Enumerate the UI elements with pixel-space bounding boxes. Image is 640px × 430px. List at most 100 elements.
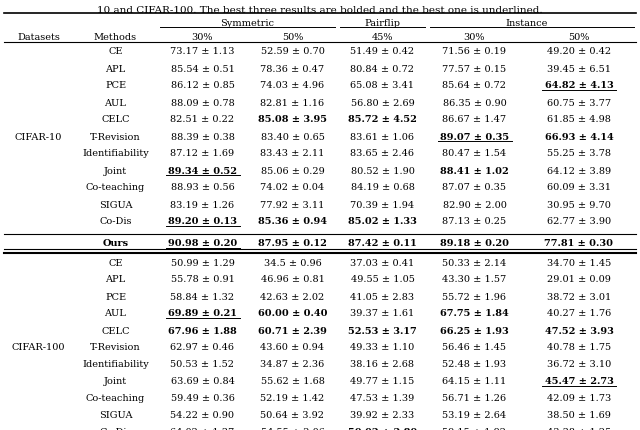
Text: CIFAR-100: CIFAR-100 [12,343,65,352]
Text: 34.87 ± 2.36: 34.87 ± 2.36 [260,359,324,369]
Text: 77.57 ± 0.15: 77.57 ± 0.15 [442,64,507,74]
Text: 51.49 ± 0.42: 51.49 ± 0.42 [351,47,415,56]
Text: 82.81 ± 1.16: 82.81 ± 1.16 [260,98,324,107]
Text: 84.19 ± 0.68: 84.19 ± 0.68 [351,183,415,192]
Text: 50.99 ± 1.29: 50.99 ± 1.29 [171,258,234,267]
Text: 59.15 ± 1.92: 59.15 ± 1.92 [442,427,506,430]
Text: 61.85 ± 4.98: 61.85 ± 4.98 [547,115,611,124]
Text: 87.07 ± 0.35: 87.07 ± 0.35 [442,183,506,192]
Text: Instance: Instance [506,18,548,28]
Text: APL: APL [106,64,125,74]
Text: 64.02 ± 1.37: 64.02 ± 1.37 [170,427,235,430]
Text: 37.03 ± 0.41: 37.03 ± 0.41 [350,258,415,267]
Text: 85.08 ± 3.95: 85.08 ± 3.95 [258,115,327,124]
Text: 83.40 ± 0.65: 83.40 ± 0.65 [260,132,324,141]
Text: 60.09 ± 3.31: 60.09 ± 3.31 [547,183,611,192]
Text: 67.96 ± 1.88: 67.96 ± 1.88 [168,326,237,335]
Text: 49.33 ± 1.10: 49.33 ± 1.10 [350,343,415,352]
Text: 52.53 ± 3.17: 52.53 ± 3.17 [348,326,417,335]
Text: 78.36 ± 0.47: 78.36 ± 0.47 [260,64,324,74]
Text: 80.47 ± 1.54: 80.47 ± 1.54 [442,149,507,158]
Text: 82.90 ± 2.00: 82.90 ± 2.00 [443,200,506,209]
Text: 73.17 ± 1.13: 73.17 ± 1.13 [170,47,235,56]
Text: 89.18 ± 0.20: 89.18 ± 0.20 [440,239,509,248]
Text: 50%: 50% [568,32,589,41]
Text: 89.34 ± 0.52: 89.34 ± 0.52 [168,166,237,175]
Text: 65.08 ± 3.41: 65.08 ± 3.41 [351,81,415,90]
Text: 49.77 ± 1.15: 49.77 ± 1.15 [350,377,415,386]
Text: 85.02 ± 1.33: 85.02 ± 1.33 [348,217,417,226]
Text: 46.96 ± 0.81: 46.96 ± 0.81 [260,275,324,284]
Text: 77.92 ± 3.11: 77.92 ± 3.11 [260,200,324,209]
Text: 50.02 ± 2.80: 50.02 ± 2.80 [348,427,417,430]
Text: CELC: CELC [101,326,130,335]
Text: 54.22 ± 0.90: 54.22 ± 0.90 [170,411,234,420]
Text: 43.30 ± 1.57: 43.30 ± 1.57 [442,275,507,284]
Text: 30.95 ± 9.70: 30.95 ± 9.70 [547,200,611,209]
Text: 80.52 ± 1.90: 80.52 ± 1.90 [351,166,415,175]
Text: 60.75 ± 3.77: 60.75 ± 3.77 [547,98,611,107]
Text: 52.59 ± 0.70: 52.59 ± 0.70 [260,47,324,56]
Text: CE: CE [108,47,123,56]
Text: AUL: AUL [104,98,127,107]
Text: 85.64 ± 0.72: 85.64 ± 0.72 [442,81,506,90]
Text: 30%: 30% [464,32,485,41]
Text: 10 and CIFAR-100. The best three results are bolded and the best one is underlin: 10 and CIFAR-100. The best three results… [97,6,543,15]
Text: CIFAR-10: CIFAR-10 [15,132,62,141]
Text: 55.25 ± 3.78: 55.25 ± 3.78 [547,149,611,158]
Text: 60.71 ± 2.39: 60.71 ± 2.39 [258,326,327,335]
Text: 55.72 ± 1.96: 55.72 ± 1.96 [442,292,506,301]
Text: 83.43 ± 2.11: 83.43 ± 2.11 [260,149,324,158]
Text: 80.84 ± 0.72: 80.84 ± 0.72 [351,64,415,74]
Text: 40.78 ± 1.75: 40.78 ± 1.75 [547,343,611,352]
Text: 43.38 ± 1.25: 43.38 ± 1.25 [547,427,611,430]
Text: 83.19 ± 1.26: 83.19 ± 1.26 [170,200,235,209]
Text: 50.53 ± 1.52: 50.53 ± 1.52 [170,359,234,369]
Text: Ours: Ours [102,239,129,248]
Text: 38.50 ± 1.69: 38.50 ± 1.69 [547,411,611,420]
Text: 64.82 ± 4.13: 64.82 ± 4.13 [545,81,613,90]
Text: 88.09 ± 0.78: 88.09 ± 0.78 [171,98,234,107]
Text: 39.45 ± 6.51: 39.45 ± 6.51 [547,64,611,74]
Text: 49.55 ± 1.05: 49.55 ± 1.05 [351,275,415,284]
Text: 77.81 ± 0.30: 77.81 ± 0.30 [545,239,614,248]
Text: APL: APL [106,275,125,284]
Text: 62.97 ± 0.46: 62.97 ± 0.46 [170,343,234,352]
Text: 36.72 ± 3.10: 36.72 ± 3.10 [547,359,611,369]
Text: Identifiability: Identifiability [82,359,149,369]
Text: 54.55 ± 2.06: 54.55 ± 2.06 [260,427,324,430]
Text: Identifiability: Identifiability [82,149,149,158]
Text: 67.75 ± 1.84: 67.75 ± 1.84 [440,309,509,318]
Text: 50.64 ± 3.92: 50.64 ± 3.92 [260,411,324,420]
Text: 52.48 ± 1.93: 52.48 ± 1.93 [442,359,507,369]
Text: 63.69 ± 0.84: 63.69 ± 0.84 [171,377,234,386]
Text: 87.12 ± 1.69: 87.12 ± 1.69 [170,149,235,158]
Text: 53.19 ± 2.64: 53.19 ± 2.64 [442,411,507,420]
Text: Pairflip: Pairflip [365,18,401,28]
Text: 90.98 ± 0.20: 90.98 ± 0.20 [168,239,237,248]
Text: 85.54 ± 0.51: 85.54 ± 0.51 [171,64,234,74]
Text: 86.67 ± 1.47: 86.67 ± 1.47 [442,115,507,124]
Text: 89.20 ± 0.13: 89.20 ± 0.13 [168,217,237,226]
Text: 87.95 ± 0.12: 87.95 ± 0.12 [258,239,327,248]
Text: 66.25 ± 1.93: 66.25 ± 1.93 [440,326,509,335]
Text: 88.39 ± 0.38: 88.39 ± 0.38 [171,132,234,141]
Text: 50.33 ± 2.14: 50.33 ± 2.14 [442,258,507,267]
Text: 55.62 ± 1.68: 55.62 ± 1.68 [260,377,324,386]
Text: 39.37 ± 1.61: 39.37 ± 1.61 [350,309,415,318]
Text: SIGUA: SIGUA [99,200,132,209]
Text: 88.93 ± 0.56: 88.93 ± 0.56 [171,183,234,192]
Text: 56.80 ± 2.69: 56.80 ± 2.69 [351,98,414,107]
Text: 47.53 ± 1.39: 47.53 ± 1.39 [350,393,415,402]
Text: 64.15 ± 1.11: 64.15 ± 1.11 [442,377,507,386]
Text: CELC: CELC [101,115,130,124]
Text: 87.42 ± 0.11: 87.42 ± 0.11 [348,239,417,248]
Text: 45%: 45% [372,32,393,41]
Text: 70.39 ± 1.94: 70.39 ± 1.94 [351,200,415,209]
Text: 50%: 50% [282,32,303,41]
Text: 39.92 ± 2.33: 39.92 ± 2.33 [350,411,415,420]
Text: Co-Dis: Co-Dis [99,217,132,226]
Text: 59.49 ± 0.36: 59.49 ± 0.36 [171,393,234,402]
Text: 47.52 ± 3.93: 47.52 ± 3.93 [545,326,613,335]
Text: 64.12 ± 3.89: 64.12 ± 3.89 [547,166,611,175]
